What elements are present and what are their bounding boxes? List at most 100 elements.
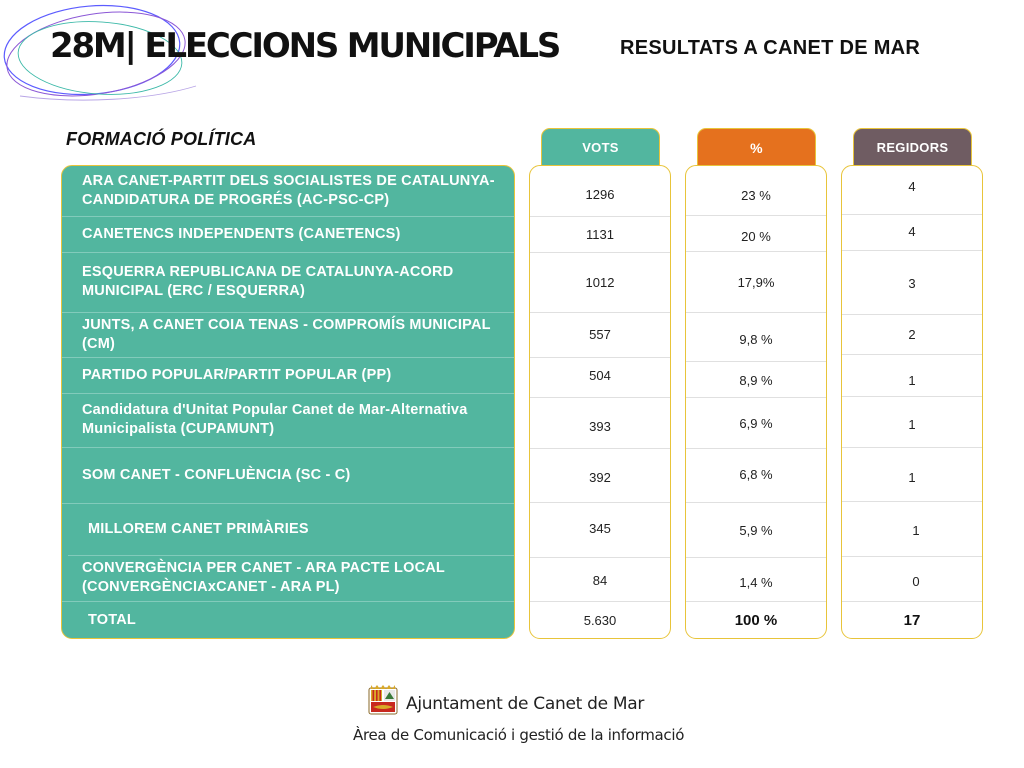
percent-cell: 20 % bbox=[741, 228, 771, 244]
row-divider bbox=[62, 447, 514, 448]
row-divider bbox=[530, 397, 670, 398]
party-name: CONVERGÈNCIA PER CANET - ARA PACTE LOCAL… bbox=[82, 560, 445, 595]
seats-cell: 1 bbox=[908, 469, 916, 485]
total-row: TOTAL bbox=[62, 601, 514, 638]
row-divider bbox=[62, 357, 514, 358]
row-divider bbox=[686, 557, 826, 558]
party-row: ARA CANET-PARTIT DELS SOCIALISTES DE CAT… bbox=[62, 166, 514, 216]
row-divider bbox=[686, 397, 826, 398]
row-divider bbox=[530, 601, 670, 602]
seats-cell: 1 bbox=[908, 416, 916, 432]
party-name: Candidatura d'Unitat Popular Canet de Ma… bbox=[82, 402, 468, 437]
party-row: JUNTS, A CANET COIA TENAS - COMPROMÍS MU… bbox=[62, 312, 514, 357]
party-name: ESQUERRA REPUBLICANA DE CATALUNYA-ACORD … bbox=[82, 264, 454, 299]
votes-cell: 392 bbox=[589, 469, 611, 485]
votes-cell: 1012 bbox=[585, 274, 615, 290]
row-divider bbox=[62, 503, 514, 504]
row-divider bbox=[62, 312, 514, 313]
row-divider bbox=[842, 354, 982, 355]
votes-column: 1296 1131 1012 557 504 393 392 345 84 5.… bbox=[529, 165, 671, 639]
row-divider bbox=[842, 214, 982, 215]
coat-of-arms-icon bbox=[368, 685, 398, 715]
row-divider bbox=[686, 448, 826, 449]
seats-cell: 4 bbox=[908, 223, 916, 239]
votes-cell: 557 bbox=[589, 327, 611, 342]
votes-cell: 345 bbox=[589, 520, 611, 536]
organization-name: Ajuntament de Canet de Mar bbox=[406, 694, 645, 714]
votes-cell: 1296 bbox=[585, 186, 615, 202]
party-row: Candidatura d'Unitat Popular Canet de Ma… bbox=[62, 393, 514, 447]
row-divider bbox=[686, 251, 826, 252]
row-divider bbox=[530, 502, 670, 503]
row-divider bbox=[842, 556, 982, 557]
percent-cell: 6,8 % bbox=[739, 466, 773, 482]
row-divider bbox=[530, 216, 670, 217]
party-row: ESQUERRA REPUBLICANA DE CATALUNYA-ACORD … bbox=[62, 252, 514, 312]
party-name: ARA CANET-PARTIT DELS SOCIALISTES DE CAT… bbox=[82, 173, 495, 208]
row-divider bbox=[530, 357, 670, 358]
seats-cell: 1 bbox=[912, 522, 920, 538]
row-divider bbox=[686, 361, 826, 362]
percent-column: 23 % 20 % 17,9% 9,8 % 8,9 % 6,9 % 6,8 % … bbox=[685, 165, 827, 639]
party-row: MILLOREM CANET PRIMÀRIES bbox=[62, 503, 514, 555]
row-divider bbox=[686, 601, 826, 602]
seats-cell: 1 bbox=[908, 372, 916, 388]
department-name: Àrea de Comunicació i gestió de la infor… bbox=[353, 726, 685, 744]
percent-cell: 6,9 % bbox=[739, 415, 773, 431]
party-name: PARTIDO POPULAR/PARTIT POPULAR (PP) bbox=[82, 366, 392, 383]
row-divider bbox=[842, 314, 982, 315]
party-list: ARA CANET-PARTIT DELS SOCIALISTES DE CAT… bbox=[61, 165, 515, 639]
row-divider bbox=[842, 601, 982, 602]
votes-total: 5.630 bbox=[583, 612, 617, 628]
percent-column-header: % bbox=[697, 128, 816, 166]
row-divider bbox=[530, 557, 670, 558]
seats-cell: 4 bbox=[908, 178, 916, 194]
party-row: PARTIDO POPULAR/PARTIT POPULAR (PP) bbox=[62, 357, 514, 393]
row-divider bbox=[62, 393, 514, 394]
row-divider bbox=[842, 447, 982, 448]
row-divider bbox=[686, 312, 826, 313]
party-name: MILLOREM CANET PRIMÀRIES bbox=[88, 520, 309, 537]
row-divider bbox=[686, 502, 826, 503]
percent-cell: 5,9 % bbox=[739, 522, 773, 538]
party-column-label: FORMACIÓ POLÍTICA bbox=[66, 129, 257, 149]
row-divider bbox=[530, 312, 670, 313]
seats-cell: 2 bbox=[908, 326, 916, 342]
votes-column-header: VOTS bbox=[541, 128, 660, 166]
row-divider bbox=[686, 215, 826, 216]
row-divider bbox=[68, 555, 514, 556]
percent-cell: 9,8 % bbox=[739, 331, 773, 347]
row-divider bbox=[530, 448, 670, 449]
row-divider bbox=[62, 216, 514, 217]
row-divider bbox=[842, 501, 982, 502]
seats-column: 4 4 3 2 1 1 1 1 0 17 bbox=[841, 165, 983, 639]
seats-cell: 0 bbox=[912, 573, 920, 589]
swirl-decoration bbox=[3, 4, 197, 101]
party-name: SOM CANET - CONFLUÈNCIA (SC - C) bbox=[82, 466, 351, 483]
total-label: TOTAL bbox=[88, 611, 136, 628]
row-divider bbox=[62, 601, 514, 602]
votes-cell: 1131 bbox=[586, 226, 614, 242]
votes-cell: 393 bbox=[589, 418, 611, 434]
party-name: JUNTS, A CANET COIA TENAS - COMPROMÍS MU… bbox=[82, 316, 491, 352]
percent-cell: 23 % bbox=[741, 187, 771, 203]
party-row: SOM CANET - CONFLUÈNCIA (SC - C) bbox=[62, 447, 514, 503]
percent-total: 100 % bbox=[734, 611, 778, 629]
row-divider bbox=[530, 252, 670, 253]
votes-cell: 84 bbox=[592, 572, 608, 588]
party-name: CANETENCS INDEPENDENTS (CANETENCS) bbox=[82, 225, 401, 242]
percent-cell: 1,4 % bbox=[739, 574, 773, 590]
votes-cell: 504 bbox=[589, 367, 611, 383]
row-divider bbox=[842, 396, 982, 397]
percent-cell: 8,9 % bbox=[739, 372, 773, 388]
party-row: CANETENCS INDEPENDENTS (CANETENCS) bbox=[62, 216, 514, 252]
seats-total: 17 bbox=[903, 611, 921, 629]
page-subtitle: RESULTATS A CANET DE MAR bbox=[620, 37, 921, 59]
row-divider bbox=[62, 252, 514, 253]
percent-cell: 17,9% bbox=[737, 274, 775, 290]
seats-column-header: REGIDORS bbox=[853, 128, 972, 166]
seats-cell: 3 bbox=[908, 275, 916, 291]
page-title: 28M| ELECCIONS MUNICIPALS bbox=[50, 26, 561, 66]
row-divider bbox=[842, 250, 982, 251]
party-row: CONVERGÈNCIA PER CANET - ARA PACTE LOCAL… bbox=[62, 555, 514, 601]
